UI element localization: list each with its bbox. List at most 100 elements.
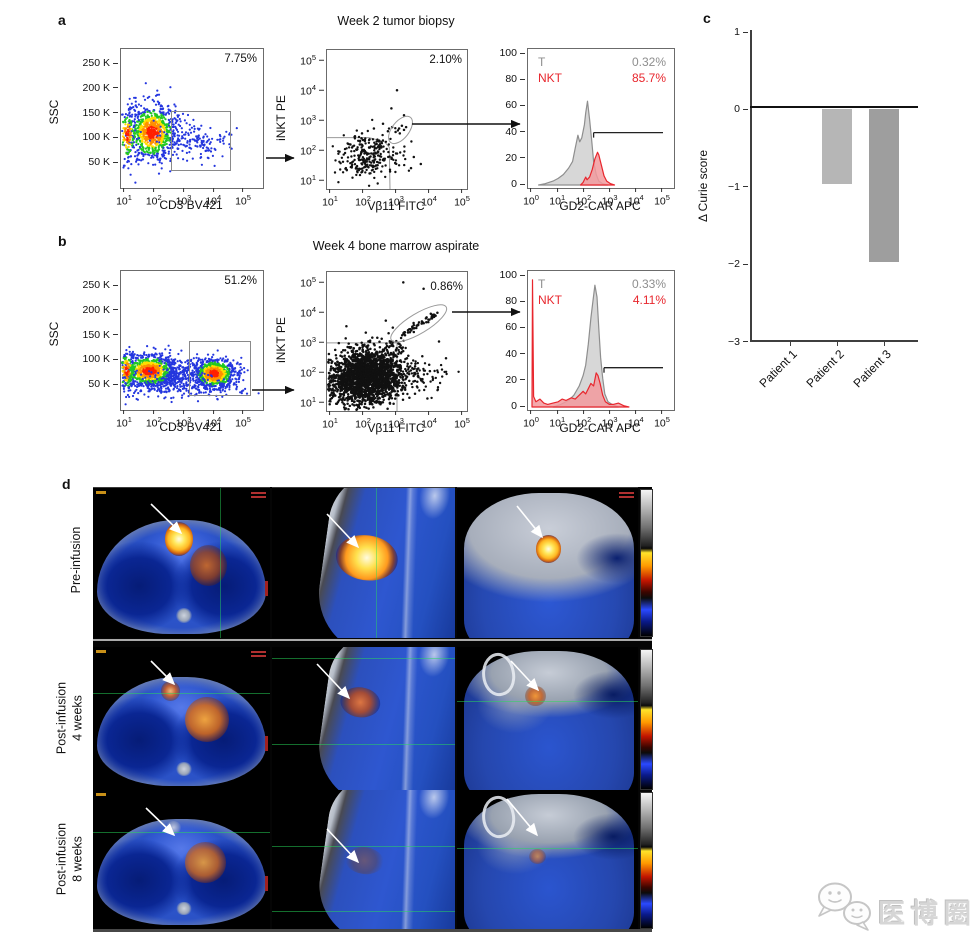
suv-colorbar xyxy=(640,792,653,929)
pet-axial-post8 xyxy=(93,790,270,929)
scanner-annotation xyxy=(251,651,266,653)
x-axis-label: CD3 BV421 xyxy=(159,198,223,212)
plot-a-gd2-histogram: T 0.32% NKT 85.7% xyxy=(527,48,675,189)
row-label-post8: Post-infusion 8 weeks xyxy=(54,823,85,895)
c-y-axis-line xyxy=(750,30,752,341)
gate-percent: 0.86% xyxy=(430,281,463,293)
y-axis-ticks: 105 104 103 102 101 xyxy=(290,271,324,410)
y-axis-label: SSC xyxy=(47,321,61,347)
heart-uptake xyxy=(184,842,226,883)
panel-bottom-strip xyxy=(93,929,652,932)
x-axis-ticks: 101 102 103 104 105 xyxy=(322,411,470,435)
c-x-tick xyxy=(790,341,792,346)
pet-axial-post4 xyxy=(93,647,270,790)
heart-uptake xyxy=(184,696,230,743)
pet-ct-grid xyxy=(93,487,653,932)
c-x-tick xyxy=(837,341,839,346)
x-axis-label: CD3 BV421 xyxy=(159,420,223,434)
ct-body-axial xyxy=(96,519,267,634)
ct-body-sagittal xyxy=(311,488,455,638)
y-axis-label: iNKT PE xyxy=(274,317,288,363)
plot-b-inkt-vb11: 0.86% xyxy=(326,271,468,412)
legend-t-label: T xyxy=(538,55,546,69)
cd3-gate xyxy=(171,111,231,171)
abdominal-uptake xyxy=(495,767,539,790)
row-label-post4: Post-infusion 4 weeks xyxy=(54,682,85,754)
histogram-b xyxy=(531,279,663,408)
cd3-gate xyxy=(189,341,251,396)
row-label-line1: Post-infusion xyxy=(54,681,69,755)
pet-sagittal-post8 xyxy=(272,790,455,929)
spine xyxy=(176,608,192,624)
plot-b-ssc-cd3: 51.2% xyxy=(120,270,264,411)
y-axis-label: SSC xyxy=(47,99,61,125)
scanner-annotation xyxy=(251,492,266,494)
scanner-annotation xyxy=(619,492,634,494)
crosshair-line xyxy=(457,848,638,850)
panel-a-title: Week 2 tumor biopsy xyxy=(337,14,455,28)
spine xyxy=(176,761,192,776)
crosshair-line xyxy=(272,910,455,912)
y-axis-ticks: 100 80 60 40 20 0 xyxy=(495,269,525,412)
crosshair-line xyxy=(93,692,270,694)
pet-axial-preinfusion xyxy=(93,487,270,638)
suv-colorbar xyxy=(640,489,653,637)
abdominal-uptake xyxy=(505,912,539,929)
legend-nkt-percent: 85.7% xyxy=(631,71,666,85)
pet-sagittal-post4 xyxy=(272,647,455,790)
tumor-hotspot xyxy=(333,531,401,584)
x-axis-ticks: 101 102 103 104 105 xyxy=(116,188,262,212)
ct-body-coronal xyxy=(464,794,635,929)
ct-body-sagittal xyxy=(311,790,455,929)
row-label-line1: Pre-infusion xyxy=(69,526,84,594)
heart-uptake xyxy=(189,544,228,586)
plot-a-ssc-cd3: 7.75% xyxy=(120,48,264,189)
scanner-annotation xyxy=(265,876,268,892)
x-axis-label: GD2-CAR APC xyxy=(559,421,641,435)
plot-a-inkt-vb11: 2.10% xyxy=(326,49,468,190)
y-axis-ticks: 100 80 60 40 20 0 xyxy=(495,47,525,190)
scanner-annotation xyxy=(265,581,268,596)
x-axis-ticks: 100 101 102 103 104 105 xyxy=(523,410,673,434)
watermark-text: 医博圈 xyxy=(878,899,975,929)
crosshair-line xyxy=(376,488,378,638)
spine xyxy=(176,901,192,916)
pet-coronal-post4 xyxy=(457,647,638,790)
residual-site xyxy=(528,848,546,864)
crosshair-line xyxy=(272,845,455,847)
legend-nkt-label: NKT xyxy=(538,293,562,307)
gate-percent: 51.2% xyxy=(224,275,257,287)
x-axis-ticks: 101 102 103 104 105 xyxy=(116,410,262,434)
y-axis-ticks: 105 104 103 102 101 xyxy=(290,49,324,188)
crosshair-line xyxy=(93,831,270,833)
pet-coronal-post8 xyxy=(457,790,638,929)
histogram-a xyxy=(538,100,663,186)
c-x-axis-line xyxy=(750,340,918,342)
y-axis-label: iNKT PE xyxy=(274,95,288,141)
legend-t-percent: 0.32% xyxy=(631,55,666,69)
panel-label-d: d xyxy=(62,476,71,492)
ct-body-axial xyxy=(96,819,267,925)
row-label-preinfusion: Pre-infusion xyxy=(69,527,85,594)
tumor-hotspot xyxy=(161,681,180,701)
scanner-annotation xyxy=(96,491,106,494)
scatter-dots-a xyxy=(327,89,423,189)
scanner-annotation xyxy=(265,735,268,751)
gate-percent: 2.10% xyxy=(429,54,462,66)
y-axis-ticks: 250 K 200 K 150 K 100 K 50 K xyxy=(58,270,118,409)
ct-body-coronal xyxy=(464,651,635,790)
scatter-density-a xyxy=(121,82,238,184)
legend-nkt-percent: 4.11% xyxy=(632,293,666,307)
gate-percent: 7.75% xyxy=(224,53,257,65)
pet-coronal-preinfusion xyxy=(457,487,638,638)
x-axis-label: GD2-CAR APC xyxy=(559,199,641,213)
legend-t-percent: 0.33% xyxy=(631,277,666,291)
crosshair-line xyxy=(220,488,222,638)
pet-sagittal-preinfusion xyxy=(272,487,455,638)
panel-label-a: a xyxy=(58,12,66,28)
row-label-line1: Post-infusion xyxy=(54,822,69,896)
row-label-line2: 4 weeks xyxy=(70,695,84,741)
tumor-hotspot xyxy=(525,685,546,706)
residual-site xyxy=(342,844,387,878)
wechat-bubbles-icon xyxy=(818,882,871,931)
